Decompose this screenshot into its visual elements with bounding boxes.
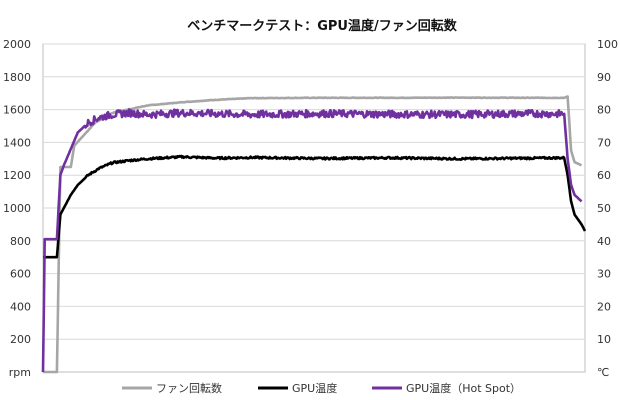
left-tick-label: 1200 (3, 169, 31, 182)
legend: ファン回転数 GPU温度 GPU温度（Hot Spot） (122, 381, 521, 395)
left-tick-label: 2000 (3, 38, 31, 51)
right-tick-label: 90 (597, 71, 611, 84)
left-tick-label: 400 (10, 300, 31, 313)
series-line-0 (42, 95, 583, 374)
legend-label-0: ファン回転数 (156, 382, 222, 395)
right-axis-unit: ℃ (597, 366, 609, 379)
right-tick-label: 60 (597, 169, 611, 182)
legend-label-2: GPU温度（Hot Spot） (406, 381, 521, 395)
right-tick-label: 80 (597, 104, 611, 117)
left-tick-label: 600 (10, 268, 31, 281)
left-tick-label: 1400 (3, 136, 31, 149)
series-line-2 (41, 108, 583, 373)
left-tick-label: 800 (10, 235, 31, 248)
left-axis-ticks: 2000 1800 1600 1400 1200 1000 800 600 400 200 (3, 38, 31, 346)
left-axis-unit: rpm (9, 366, 31, 379)
right-tick-label: 50 (597, 202, 611, 215)
right-axis-ticks: 100 90 80 70 60 50 40 30 20 10 (597, 38, 618, 346)
right-tick-label: 70 (597, 136, 611, 149)
right-tick-label: 30 (597, 268, 611, 281)
left-tick-label: 1000 (3, 202, 31, 215)
grid-lines (43, 43, 585, 340)
right-tick-label: 10 (597, 333, 611, 346)
left-tick-label: 1600 (3, 104, 31, 117)
series-line-1 (42, 154, 587, 259)
right-tick-label: 20 (597, 300, 611, 313)
series-lines (41, 95, 587, 374)
chart-title: ベンチマークテスト：GPU温度/ファン回転数 (187, 18, 458, 34)
left-tick-label: 1800 (3, 71, 31, 84)
right-tick-label: 100 (597, 38, 618, 51)
left-tick-label: 200 (10, 333, 31, 346)
right-tick-label: 40 (597, 235, 611, 248)
legend-label-1: GPU温度 (292, 381, 337, 395)
